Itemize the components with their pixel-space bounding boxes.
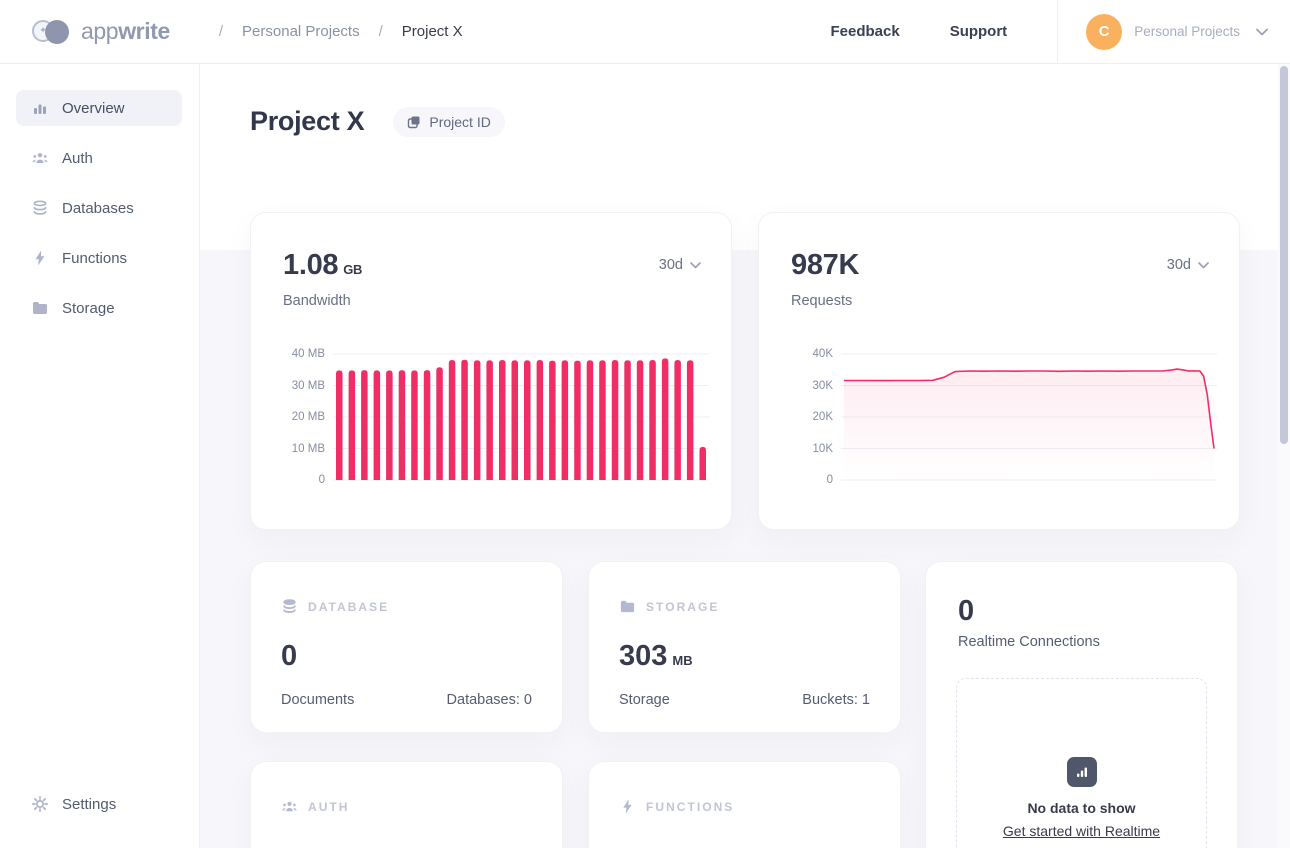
realtime-connections-label: Realtime Connections bbox=[958, 634, 1100, 650]
breadcrumb: / Personal Projects / Project X bbox=[200, 23, 463, 40]
support-link[interactable]: Support bbox=[949, 23, 1008, 40]
header-divider bbox=[1057, 0, 1059, 64]
sidebar-item-label: Auth bbox=[62, 149, 93, 167]
bandwidth-chart: 40 MB 30 MB 20 MB 10 MB 0 bbox=[281, 348, 709, 489]
requests-chart: 40K 30K 20K 10K 0 bbox=[789, 348, 1217, 489]
chevron-down-icon bbox=[690, 261, 701, 269]
mini-bar-chart-icon bbox=[1066, 757, 1097, 787]
requests-range-select[interactable]: 30d bbox=[1167, 257, 1209, 273]
sidebar-item-label: Databases bbox=[62, 199, 134, 217]
realtime-card: 0 Realtime Connections No data to show G… bbox=[925, 561, 1238, 848]
get-started-realtime-link[interactable]: Get started with Realtime bbox=[1002, 823, 1161, 839]
database-icon bbox=[281, 598, 298, 615]
database-card: DATABASE 0 Documents Databases: 0 bbox=[250, 561, 563, 733]
auth-card-header: AUTH bbox=[281, 798, 350, 815]
documents-label: Documents bbox=[281, 692, 355, 708]
main-content: Project X Project ID 1.08 GB 30d Bandwidt… bbox=[200, 64, 1290, 848]
storage-category-label: STORAGE bbox=[646, 599, 720, 614]
database-category-label: DATABASE bbox=[308, 599, 390, 614]
project-id-badge-label: Project ID bbox=[429, 113, 491, 130]
chevron-down-icon bbox=[1198, 261, 1209, 269]
storage-size: 303 MB bbox=[619, 640, 693, 672]
breadcrumb-separator: / bbox=[378, 23, 383, 40]
auth-category-label: AUTH bbox=[308, 799, 350, 814]
breadcrumb-project[interactable]: Project X bbox=[401, 23, 463, 40]
storage-card-header: STORAGE bbox=[619, 598, 719, 615]
page-header: Project X Project ID bbox=[250, 106, 505, 137]
breadcrumb-separator: / bbox=[218, 23, 224, 40]
documents-count: 0 bbox=[281, 640, 298, 672]
top-header: ✦ appwrite / Personal Projects / Project… bbox=[0, 0, 1290, 64]
requests-card: 987K 30d Requests 40K 30K 20K 10K 0 bbox=[758, 212, 1240, 530]
user-menu[interactable]: C Personal Projects bbox=[1086, 13, 1268, 50]
sidebar-item-label: Functions bbox=[62, 249, 128, 267]
breadcrumb-org[interactable]: Personal Projects bbox=[242, 23, 360, 40]
requests-value: 987K bbox=[791, 249, 860, 281]
sidebar-item-settings[interactable]: Settings bbox=[16, 786, 182, 822]
sidebar-item-storage[interactable]: Storage bbox=[16, 290, 182, 326]
bandwidth-label: Bandwidth bbox=[283, 293, 351, 309]
bandwidth-unit: GB bbox=[343, 262, 363, 277]
appwrite-logo-text: appwrite bbox=[81, 18, 170, 44]
gear-icon bbox=[31, 795, 49, 813]
lightning-icon bbox=[619, 798, 636, 815]
appwrite-logo[interactable]: ✦ appwrite bbox=[32, 18, 170, 45]
functions-card: FUNCTIONS bbox=[588, 761, 901, 848]
bar-chart-icon bbox=[31, 99, 49, 117]
folder-icon bbox=[31, 299, 49, 317]
sidebar-item-label: Overview bbox=[62, 99, 125, 117]
no-data-text: No data to show bbox=[1027, 800, 1136, 816]
realtime-empty-state: No data to show Get started with Realtim… bbox=[956, 678, 1207, 848]
bandwidth-bars bbox=[333, 353, 709, 481]
sidebar: Overview Auth Databases Functions Storag… bbox=[0, 64, 200, 848]
databases-meta: Databases: 0 bbox=[446, 692, 532, 708]
project-id-badge[interactable]: Project ID bbox=[393, 106, 505, 137]
scrollbar-track bbox=[1278, 64, 1290, 848]
sidebar-item-overview[interactable]: Overview bbox=[16, 90, 182, 126]
database-card-header: DATABASE bbox=[281, 598, 389, 615]
buckets-meta: Buckets: 1 bbox=[802, 692, 870, 708]
bandwidth-y-axis: 40 MB 30 MB 20 MB 10 MB 0 bbox=[291, 348, 325, 486]
realtime-connections-count: 0 bbox=[958, 595, 975, 627]
bandwidth-range-select[interactable]: 30d bbox=[659, 257, 701, 273]
functions-category-label: FUNCTIONS bbox=[646, 799, 735, 814]
page-title: Project X bbox=[250, 106, 365, 136]
users-icon bbox=[31, 149, 49, 167]
requests-label: Requests bbox=[791, 293, 853, 309]
sidebar-item-databases[interactable]: Databases bbox=[16, 190, 182, 226]
user-organization: Personal Projects bbox=[1134, 24, 1240, 39]
feedback-link[interactable]: Feedback bbox=[830, 23, 900, 40]
appwrite-logo-icon: ✦ bbox=[32, 19, 72, 45]
storage-card: STORAGE 303 MB Storage Buckets: 1 bbox=[588, 561, 901, 733]
storage-label: Storage bbox=[619, 692, 670, 708]
sidebar-item-label: Settings bbox=[62, 795, 117, 813]
chevron-down-icon bbox=[1256, 28, 1268, 36]
functions-card-header: FUNCTIONS bbox=[619, 798, 734, 815]
folder-icon bbox=[619, 598, 636, 615]
storage-unit: MB bbox=[672, 653, 693, 668]
requests-line bbox=[841, 353, 1217, 481]
database-icon bbox=[31, 199, 49, 217]
requests-y-axis: 40K 30K 20K 10K 0 bbox=[812, 348, 833, 486]
sidebar-item-functions[interactable]: Functions bbox=[16, 240, 182, 276]
lightning-icon bbox=[31, 249, 49, 267]
copy-icon bbox=[407, 115, 421, 129]
bandwidth-value: 1.08 GB bbox=[283, 249, 363, 281]
avatar: C bbox=[1086, 13, 1123, 50]
auth-card: AUTH bbox=[250, 761, 563, 848]
users-icon bbox=[281, 798, 298, 815]
sidebar-item-auth[interactable]: Auth bbox=[16, 140, 182, 176]
bandwidth-card: 1.08 GB 30d Bandwidth 40 MB 30 MB 20 MB 10 M… bbox=[250, 212, 732, 530]
scrollbar-thumb[interactable] bbox=[1280, 66, 1288, 444]
sidebar-item-label: Storage bbox=[62, 299, 115, 317]
